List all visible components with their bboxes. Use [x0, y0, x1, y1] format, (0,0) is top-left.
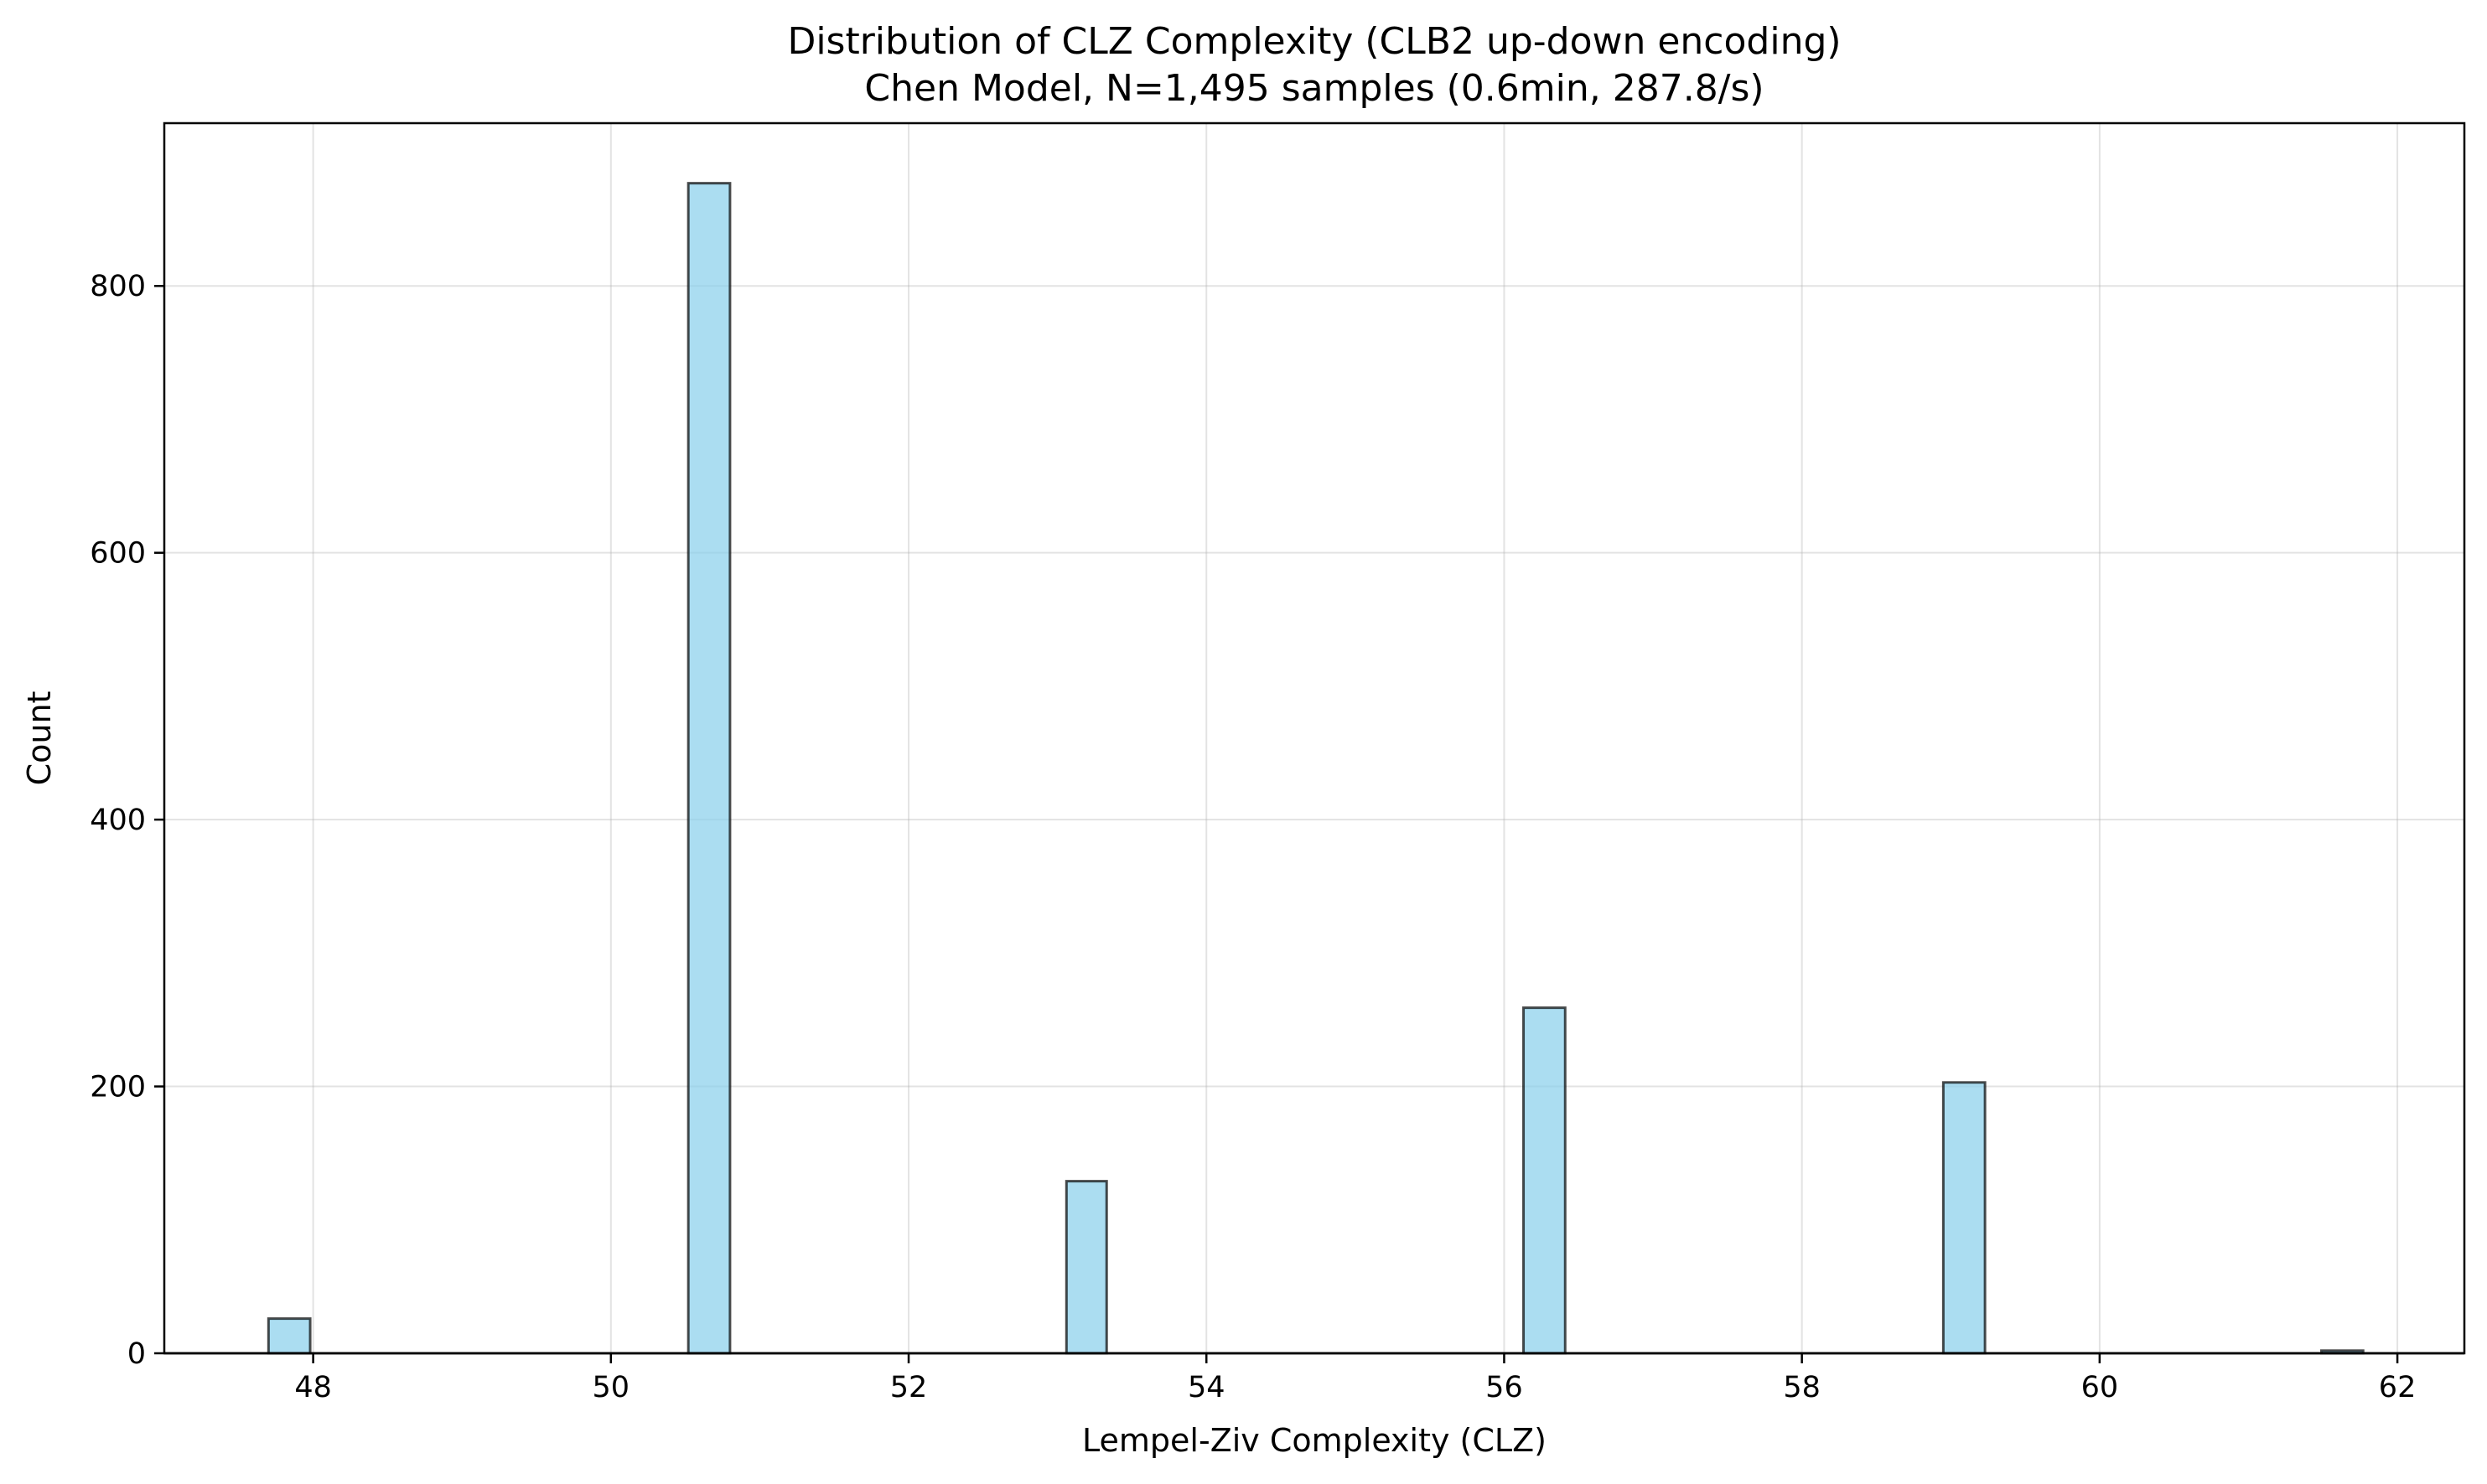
x-tick-label: 58: [1783, 1371, 1821, 1404]
y-tick-label: 800: [90, 270, 146, 303]
y-tick-label: 0: [127, 1337, 146, 1371]
x-tick-label: 56: [1485, 1371, 1523, 1404]
x-tick-label: 48: [294, 1371, 332, 1404]
histogram-bar: [267, 1317, 312, 1355]
histogram-bar: [687, 182, 732, 1355]
x-tick-label: 50: [593, 1371, 630, 1404]
chart-title: Distribution of CLZ Complexity (CLB2 up-…: [787, 20, 1841, 63]
y-axis-label: Count: [21, 691, 58, 786]
grid: [164, 123, 2464, 1354]
y-tick-label: 200: [90, 1071, 146, 1104]
y-tick-label: 600: [90, 537, 146, 571]
x-tick-label: 62: [2379, 1371, 2417, 1404]
histogram-bar: [1941, 1081, 1987, 1355]
bars: [164, 182, 2464, 1355]
histogram-bar: [1522, 1006, 1567, 1355]
x-tick-label: 52: [890, 1371, 928, 1404]
plot-frame: [163, 122, 2466, 1355]
x-tick-label: 54: [1188, 1371, 1225, 1404]
x-tick-label: 60: [2081, 1371, 2119, 1404]
x-axis-label: Lempel-Ziv Complexity (CLZ): [1082, 1422, 1547, 1459]
y-tick-label: 400: [90, 804, 146, 837]
chart-subtitle: Chen Model, N=1,495 samples (0.6min, 287…: [864, 67, 1764, 110]
histogram-bar: [1065, 1180, 1108, 1355]
ticks: 48 50 52 54 56 58 60 62 0 200 400 600 800: [90, 270, 2416, 1404]
